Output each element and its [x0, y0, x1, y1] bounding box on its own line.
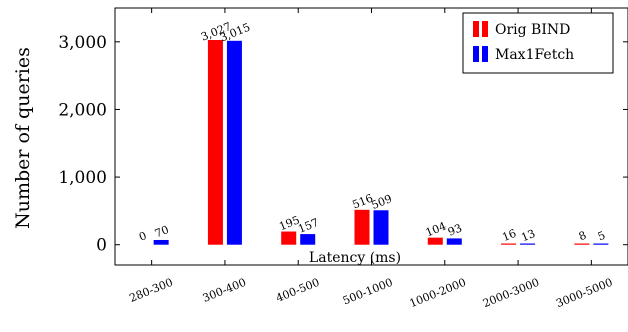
bar	[226, 40, 242, 245]
x-tick-label: 1000-2000	[408, 276, 468, 310]
data-label: 16	[500, 227, 518, 244]
bar	[300, 234, 316, 245]
bar	[153, 239, 169, 245]
data-label: 13	[519, 227, 537, 244]
y-axis-label: Number of queries	[12, 47, 34, 229]
bar	[427, 237, 443, 245]
x-axis-label: Latency (ms)	[309, 250, 401, 266]
legend-swatch	[473, 21, 479, 37]
data-label: 8	[577, 229, 588, 244]
data-label: 93	[446, 222, 464, 239]
bar	[373, 210, 389, 245]
bar	[354, 209, 370, 245]
y-tick-label: 1,000	[58, 168, 107, 188]
x-tick-label: 2000-3000	[481, 276, 541, 310]
bars	[153, 39, 609, 245]
y-tick-label: 0	[96, 236, 107, 256]
bar	[593, 243, 609, 245]
legend-label: Orig BIND	[495, 22, 570, 38]
data-label: 104	[424, 219, 448, 239]
bar	[281, 231, 297, 245]
data-label: 0	[137, 229, 148, 244]
legend-label: Max1Fetch	[495, 47, 574, 63]
legend-swatch	[482, 21, 488, 37]
bar	[520, 243, 536, 245]
data-label: 509	[370, 192, 394, 212]
x-tick-label: 400-500	[274, 276, 321, 305]
data-label: 157	[296, 216, 320, 236]
data-label: 5	[596, 229, 607, 244]
y-tick-label: 2,000	[58, 100, 107, 120]
bar	[446, 238, 462, 245]
legend-swatch	[482, 46, 488, 62]
bar	[501, 243, 517, 245]
data-label: 70	[153, 223, 171, 240]
y-tick-label: 3,000	[58, 33, 107, 53]
x-tick-label: 500-1000	[341, 276, 395, 308]
legend: Orig BIND Max1Fetch	[462, 12, 614, 74]
bar	[574, 243, 590, 245]
x-tick-label: 280-300	[128, 276, 175, 305]
bar	[207, 39, 223, 245]
legend-swatch	[473, 46, 479, 62]
x-tick-label: 300-400	[201, 276, 248, 305]
x-tick-label: 3000-5000	[554, 276, 614, 310]
